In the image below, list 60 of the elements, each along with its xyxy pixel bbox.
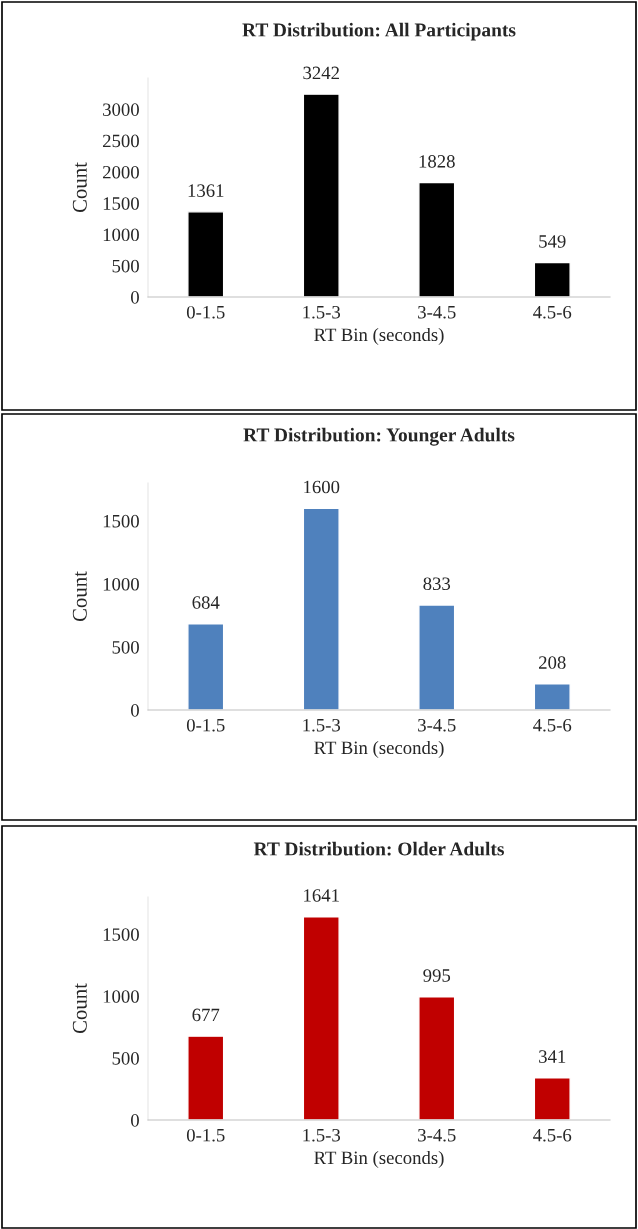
bar	[533, 1077, 571, 1120]
y-tick-label: 1000	[103, 577, 139, 591]
x-axis-title: RT Bin (seconds)	[314, 1150, 444, 1168]
x-tick-label: 4.5-6	[533, 305, 572, 319]
y-tick-label: 0	[131, 1114, 139, 1127]
bar	[302, 507, 340, 710]
bar	[418, 181, 456, 297]
y-tick-label: 1000	[103, 228, 139, 242]
y-axis-title: Count	[72, 162, 87, 213]
y-tick-label: 3000	[103, 103, 139, 116]
y-tick-label: 2500	[102, 134, 139, 148]
x-tick-label: 3-4.5	[418, 718, 456, 732]
y-tick-label: 500	[112, 1052, 139, 1065]
bar	[187, 623, 225, 710]
y-tick-label: 1000	[103, 990, 139, 1003]
x-tick-label: 3-4.5	[418, 1128, 456, 1142]
data-label: 341	[539, 1050, 566, 1063]
x-tick-label: 0-1.5	[186, 1128, 225, 1142]
bar	[533, 683, 571, 710]
x-tick-label: 1.5-3	[303, 305, 341, 319]
y-tick-label: 1500	[103, 197, 139, 210]
y-tick-label: 0	[131, 704, 139, 717]
bar	[187, 1035, 225, 1120]
data-label: 1641	[304, 889, 339, 902]
x-tick-label: 1.5-3	[303, 718, 341, 732]
y-tick-label: 0	[131, 291, 139, 304]
bar	[187, 211, 225, 297]
bar	[418, 996, 456, 1120]
data-label: 684	[192, 596, 220, 609]
chart-title: RT Distribution: Younger Adults	[243, 427, 515, 446]
chart-title: RT Distribution: All Participants	[242, 22, 516, 41]
x-tick-label: 3-4.5	[418, 305, 456, 319]
x-tick-label: 1.5-3	[303, 1128, 341, 1142]
y-tick-label: 500	[112, 640, 139, 654]
chart-title: RT Distribution: Older Adults	[253, 841, 504, 856]
data-label: 1361	[188, 184, 224, 197]
y-axis-title: Count	[72, 983, 87, 1034]
y-tick-label: 1500	[103, 514, 139, 528]
bar	[533, 261, 571, 297]
x-axis-title: RT Bin (seconds)	[314, 740, 444, 758]
x-axis-title: RT Bin (seconds)	[314, 327, 444, 345]
x-tick-label: 0-1.5	[186, 718, 225, 732]
y-tick-label: 2000	[102, 165, 139, 179]
data-label: 1828	[419, 155, 455, 168]
data-label: 549	[539, 235, 566, 248]
data-label: 995	[423, 969, 451, 982]
data-label: 833	[423, 577, 451, 591]
bar	[302, 93, 340, 297]
data-label: 1600	[304, 480, 340, 494]
data-label: 3242	[303, 66, 339, 80]
y-axis-title: Count	[72, 571, 87, 622]
data-label: 208	[539, 656, 566, 669]
y-tick-label: 1500	[103, 928, 139, 941]
x-tick-label: 4.5-6	[533, 1128, 572, 1142]
bar	[302, 916, 340, 1120]
x-tick-label: 0-1.5	[186, 305, 225, 319]
bar	[418, 604, 456, 710]
data-label: 677	[192, 1008, 220, 1022]
x-tick-label: 4.5-6	[533, 718, 572, 732]
y-tick-label: 500	[112, 259, 139, 273]
